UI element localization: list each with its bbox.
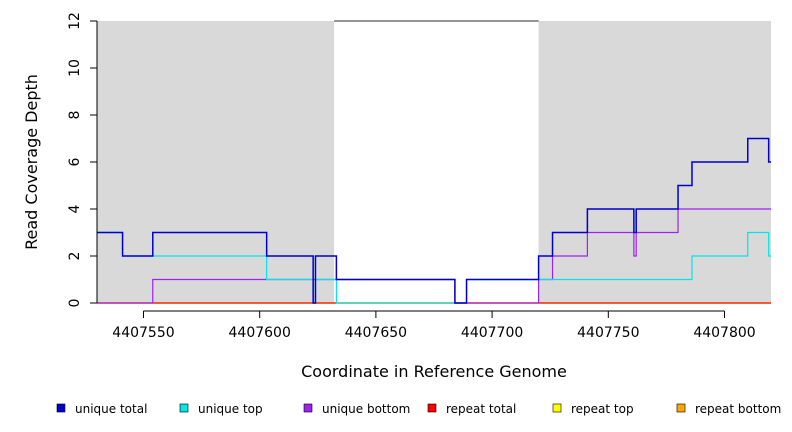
legend-label: repeat total [446,402,516,416]
x-tick-label: 4407750 [577,325,639,341]
x-tick-label: 4407650 [345,325,407,341]
legend-label: unique bottom [322,402,410,416]
shaded-regions [97,20,771,303]
y-tick-label: 12 [67,12,83,30]
legend-swatch [552,403,562,413]
legend-label: unique top [198,402,263,416]
y-tick-label: 8 [67,111,83,120]
x-tick-label: 4407550 [112,325,174,341]
legend-label: unique total [75,402,147,416]
x-tick-label: 4407700 [461,325,523,341]
legend-swatch [676,403,686,413]
y-axis-label: Read Coverage Depth [22,74,41,250]
y-tick-label: 4 [67,204,83,213]
legend-swatch [303,403,313,413]
series-line-unique-total [97,137,771,304]
legend-label: repeat top [571,402,634,416]
legend-swatch [179,403,189,413]
axes: 0 2 4 6 8 10 12 4407550 4407600 4407650 4407700 440… [67,12,756,341]
legend-swatch [56,403,66,413]
series-line-unique-top [97,231,771,304]
y-tick-label: 6 [67,157,83,166]
legend: unique total unique top unique bottom repea… [56,402,781,416]
legend-label: repeat bottom [695,402,781,416]
x-axis-label: Coordinate in Reference Genome [301,362,567,381]
y-tick-label: 10 [67,59,83,77]
shaded-region-1 [97,21,335,303]
x-tick-label: 4407600 [229,325,291,341]
legend-swatch [427,403,437,413]
x-tick-label: 4407800 [693,325,755,341]
series-lines [97,137,771,304]
y-tick-label: 2 [67,252,83,261]
y-tick-label: 0 [67,299,83,308]
